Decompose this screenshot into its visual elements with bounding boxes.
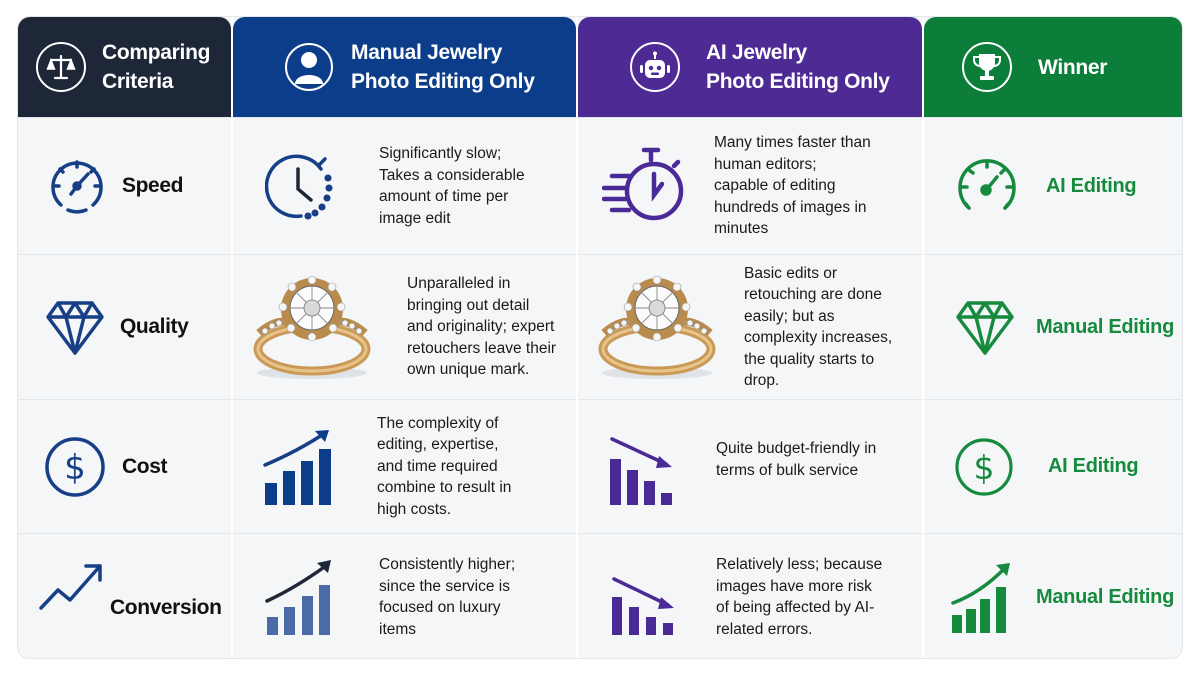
comparison-table: Comparing Criteria Speed bbox=[17, 16, 1183, 659]
manual-conversion-text: Consistently higher; since the service i… bbox=[379, 556, 516, 638]
ai-header: AI Jewelry Photo Editing Only bbox=[578, 17, 922, 117]
winner-label: AI Editing bbox=[1046, 174, 1137, 197]
winner-speed-cell: AI Editing bbox=[924, 117, 1182, 254]
criteria-header-line2: Criteria bbox=[102, 70, 174, 93]
trophy-icon bbox=[962, 42, 1012, 92]
manual-column: Manual Jewelry Photo Editing Only Signif… bbox=[233, 17, 576, 658]
ai-cost-cell: Quite budget-friendly in terms of bulk s… bbox=[578, 399, 922, 533]
manual-cost-text: The complexity of editing, expertise, an… bbox=[377, 414, 512, 518]
ai-speed-cell: Many times faster than human editors; ca… bbox=[578, 117, 922, 254]
falling-bars-icon bbox=[610, 557, 678, 637]
ai-quality-cell: Basic edits or retouching are done easil… bbox=[578, 254, 922, 399]
rising-bars-icon bbox=[950, 559, 1014, 635]
manual-speed-text: Significantly slow; Takes a considerable… bbox=[379, 145, 525, 227]
winner-column: Winner AI Editing Manual bbox=[924, 17, 1182, 658]
manual-header: Manual Jewelry Photo Editing Only bbox=[233, 17, 576, 117]
column-divider bbox=[922, 17, 924, 658]
column-divider bbox=[576, 17, 578, 658]
criteria-header-line1: Comparing bbox=[102, 41, 211, 64]
manual-cost-cell: The complexity of editing, expertise, an… bbox=[233, 399, 576, 533]
ai-conversion-text: Relatively less; because images have mor… bbox=[716, 556, 883, 638]
robot-icon bbox=[630, 42, 680, 92]
manual-header-line1: Manual Jewelry bbox=[351, 41, 503, 64]
manual-quality-text: Unparalleled in bringing out detail and … bbox=[407, 275, 557, 379]
ai-header-line2: Photo Editing Only bbox=[706, 70, 890, 93]
rising-bars-icon bbox=[263, 427, 333, 507]
criterion-quality: Quality bbox=[18, 254, 231, 399]
winner-header-label: Winner bbox=[1038, 55, 1108, 79]
dollar-circle-icon: $ bbox=[44, 436, 106, 498]
criterion-label: Speed bbox=[122, 174, 184, 197]
rising-bars-icon bbox=[265, 557, 335, 637]
ai-speed-text: Many times faster than human editors; ca… bbox=[714, 134, 871, 238]
criterion-conversion: Conversion bbox=[18, 533, 231, 658]
ai-header-line1: AI Jewelry bbox=[706, 41, 807, 64]
diamond-icon bbox=[44, 297, 106, 357]
svg-text:$: $ bbox=[974, 448, 995, 487]
winner-label: AI Editing bbox=[1048, 455, 1139, 477]
manual-speed-cell: Significantly slow; Takes a considerable… bbox=[233, 117, 576, 254]
criterion-cost: $ Cost bbox=[18, 399, 231, 533]
winner-header: Winner bbox=[924, 17, 1182, 117]
speedometer-icon bbox=[956, 156, 1018, 216]
svg-text:$: $ bbox=[64, 448, 86, 488]
criteria-column: Comparing Criteria Speed bbox=[18, 17, 231, 658]
ring-image bbox=[592, 271, 722, 383]
winner-quality-cell: Manual Editing bbox=[924, 254, 1182, 399]
criteria-header: Comparing Criteria bbox=[18, 17, 231, 117]
diamond-icon bbox=[954, 297, 1016, 357]
scales-icon bbox=[36, 42, 86, 92]
dollar-circle-icon: $ bbox=[954, 437, 1014, 497]
person-icon bbox=[285, 43, 333, 91]
ai-conversion-cell: Relatively less; because images have mor… bbox=[578, 533, 922, 658]
winner-cost-cell: $ AI Editing bbox=[924, 399, 1182, 533]
column-divider bbox=[231, 17, 233, 658]
criterion-label: Conversion bbox=[110, 596, 222, 619]
speedometer-icon bbox=[46, 155, 108, 217]
criterion-label: Cost bbox=[122, 454, 168, 478]
manual-quality-cell: Unparalleled in bringing out detail and … bbox=[233, 254, 576, 399]
trend-up-icon bbox=[38, 560, 106, 612]
criterion-label: Quality bbox=[120, 315, 189, 338]
ai-column: AI Jewelry Photo Editing Only Many times… bbox=[578, 17, 922, 658]
criterion-speed: Speed bbox=[18, 117, 231, 254]
winner-conversion-cell: Manual Editing bbox=[924, 533, 1182, 658]
manual-header-line2: Photo Editing Only bbox=[351, 70, 535, 93]
ring-image bbox=[247, 271, 377, 383]
manual-conversion-cell: Consistently higher; since the service i… bbox=[233, 533, 576, 658]
ai-quality-text: Basic edits or retouching are done easil… bbox=[744, 264, 893, 390]
winner-label: Manual Editing bbox=[1036, 315, 1175, 338]
slow-clock-icon bbox=[265, 151, 335, 221]
winner-label: Manual Editing bbox=[1036, 585, 1175, 608]
falling-bars-icon bbox=[608, 427, 676, 507]
stopwatch-fast-icon bbox=[602, 146, 688, 226]
ai-cost-text: Quite budget-friendly in terms of bulk s… bbox=[716, 440, 877, 479]
